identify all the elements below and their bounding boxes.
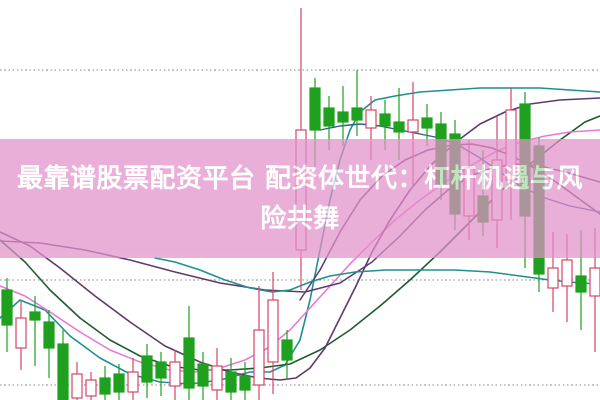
- candle-10: [141, 344, 153, 398]
- ma-line-MA-vlong: [0, 97, 600, 381]
- candle-4: [57, 330, 69, 400]
- candle-7: [99, 366, 111, 400]
- candle-2: [29, 296, 41, 366]
- candle-5: [71, 362, 83, 400]
- candle-25: [351, 70, 363, 136]
- candle-14: [197, 352, 209, 400]
- candle-6: [85, 372, 97, 400]
- candle-12: [169, 350, 181, 400]
- candle-8: [113, 364, 125, 400]
- ma-line-MA-short: [0, 87, 600, 385]
- candle-1: [15, 300, 27, 370]
- gridlines: [0, 69, 600, 386]
- candle-15: [211, 348, 223, 400]
- candle-24: [337, 86, 349, 146]
- candle-9: [127, 358, 139, 400]
- candle-0: [1, 278, 13, 352]
- candle-16: [225, 358, 237, 400]
- candle-19: [267, 272, 279, 394]
- candle-17: [239, 362, 251, 400]
- candle-13: [183, 306, 195, 400]
- candle-32: [449, 120, 461, 230]
- candle-3: [43, 310, 55, 378]
- candle-11: [155, 352, 167, 396]
- candle-38: [533, 138, 545, 292]
- ma-line-MA-teal-lower: [154, 257, 600, 293]
- candle-18: [253, 286, 265, 400]
- candle-20: [281, 330, 293, 380]
